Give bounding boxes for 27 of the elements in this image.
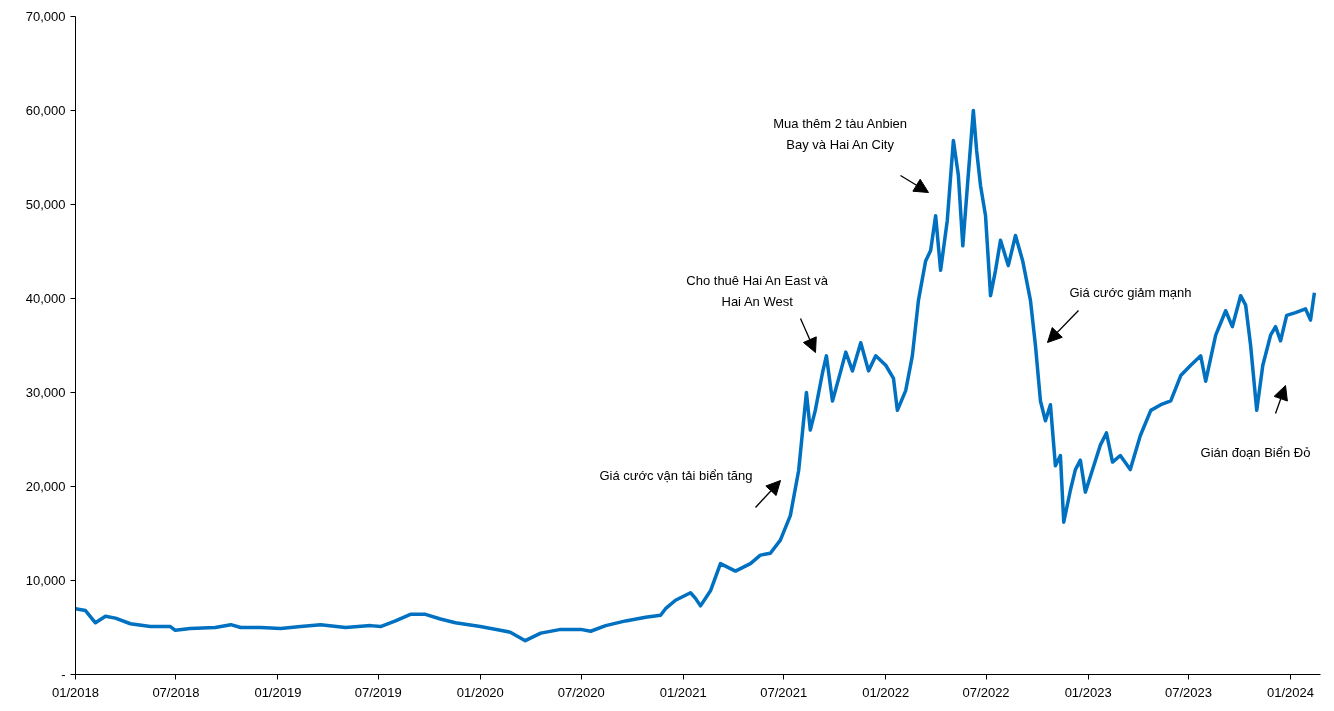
x-tick-label: 01/2023 [1064, 684, 1112, 700]
y-tick-label: 30,000 [25, 385, 66, 400]
x-tick-label: 07/2019 [354, 684, 402, 700]
x-tick-label: 07/2023 [1165, 684, 1213, 700]
x-tick-label: 01/2021 [659, 684, 707, 700]
y-tick-label: 10,000 [25, 573, 66, 588]
annotation: Giá cước giảm mạnh [1069, 285, 1192, 300]
annotation: Gián đoạn Biển Đỏ [1200, 445, 1311, 460]
annotation: Giá cước vận tải biển tăng [599, 468, 753, 483]
y-tick-label: 60,000 [25, 103, 66, 118]
annotation: Cho thuê Hai An East và Hai An West [686, 272, 829, 309]
x-tick-label: 07/2021 [760, 684, 808, 700]
x-tick-label: 07/2020 [557, 684, 605, 700]
y-tick-label: 20,000 [25, 479, 66, 494]
y-tick-label: 50,000 [25, 197, 66, 212]
annotation: Mua thêm 2 tàu Anbien Bay và Hai An City [773, 115, 907, 152]
y-tick-label: - [61, 667, 66, 682]
x-tick-label: 01/2019 [254, 684, 302, 700]
x-tick-label: 07/2018 [152, 684, 200, 700]
x-tick-label: 01/2024 [1267, 684, 1315, 700]
x-tick-label: 07/2022 [962, 684, 1010, 700]
line-series [75, 108, 1317, 643]
x-tick-label: 01/2022 [862, 684, 910, 700]
y-tick-label: 40,000 [25, 291, 66, 306]
y-tick-label: 70,000 [25, 9, 66, 24]
x-tick-label: 01/2020 [456, 684, 504, 700]
x-tick-label: 01/2018 [52, 684, 99, 700]
